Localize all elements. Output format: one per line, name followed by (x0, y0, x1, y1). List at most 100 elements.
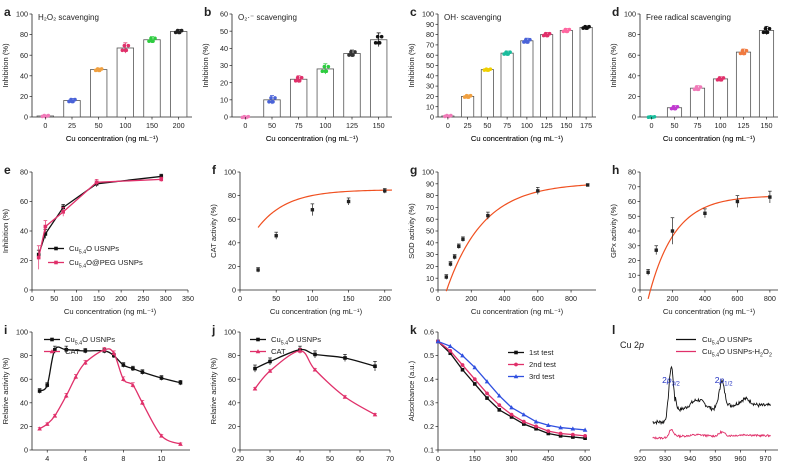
x-tick-label: 800 (565, 294, 577, 303)
legend-label: CAT (271, 347, 286, 356)
x-tick-label: 10 (157, 454, 165, 463)
data-point (485, 396, 489, 400)
data-point (121, 376, 126, 381)
data-point (768, 195, 772, 199)
data-point (646, 270, 650, 274)
y-tick-label: 20 (426, 262, 434, 271)
label-part: Cu (702, 347, 712, 356)
x-tick-label: 60 (356, 454, 364, 463)
data-point (514, 362, 518, 367)
data-point (740, 48, 745, 53)
data-point (372, 412, 378, 417)
data-point (320, 69, 325, 74)
x-tick-label: 400 (699, 294, 711, 303)
data-point (43, 224, 48, 229)
legend-label: Cu5.4O USNPs (271, 335, 321, 347)
data-point (326, 64, 331, 69)
label-part: 2 (634, 340, 639, 350)
y-tick-label: 60 (228, 375, 236, 384)
y-tick-label: 0 (430, 113, 434, 122)
data-point (672, 106, 677, 111)
x-axis-title: Cu concentration (ng mL⁻¹) (663, 134, 756, 143)
data-point (484, 379, 490, 384)
data-point (533, 419, 539, 424)
series-line (254, 348, 376, 370)
x-axis-title: Cu concentration (ng mL⁻¹) (66, 134, 159, 143)
data-point (472, 377, 477, 382)
legend-label: Cu5.4O USNPs (65, 335, 115, 347)
x-tick-label: 0 (43, 121, 47, 130)
label-part: 5.4 (712, 353, 719, 359)
label-part: O USNPs-H (719, 347, 760, 356)
y-tick-label: 100 (422, 168, 434, 177)
y-axis-title: SOD activity (%) (407, 203, 416, 259)
y-tick-label: 90 (426, 20, 434, 29)
data-point (131, 366, 135, 371)
x-tick-label: 600 (579, 454, 591, 463)
data-point (544, 33, 549, 38)
y-tick-label: 60 (426, 215, 434, 224)
label-part: CAT (65, 347, 80, 356)
peak-label: 2p3/2 (662, 375, 680, 388)
y-tick-label: 100 (224, 168, 236, 177)
data-point (54, 260, 58, 265)
y-tick-label: 70 (426, 41, 434, 50)
x-tick-label: 350 (182, 294, 194, 303)
data-point (295, 75, 300, 80)
data-point (267, 368, 273, 373)
data-point (126, 43, 131, 48)
data-point (468, 93, 473, 98)
y-tick-label: 40 (20, 398, 28, 407)
y-tick-label: 0.4 (424, 375, 434, 384)
x-tick-label: 400 (499, 294, 511, 303)
data-point (323, 69, 328, 74)
data-point (375, 34, 380, 39)
y-tick-label: 0 (232, 286, 236, 295)
bar (461, 96, 475, 118)
x-tick-label: 50 (671, 121, 679, 130)
panel-label: g (410, 163, 417, 177)
y-tick-label: 70 (628, 182, 636, 191)
peak-label: 2p1/2 (715, 375, 733, 388)
y-tick-label: 60 (220, 10, 228, 19)
x-tick-label: 100 (71, 294, 83, 303)
y-tick-label: 60 (20, 197, 28, 206)
data-point (299, 75, 304, 80)
data-point (509, 415, 514, 419)
y-tick-label: 30 (220, 61, 228, 70)
data-point (63, 393, 69, 398)
data-point (509, 405, 514, 410)
x-tick-label: 125 (346, 121, 358, 130)
x-tick-label: 250 (137, 294, 149, 303)
data-point (346, 199, 351, 204)
data-point (122, 43, 127, 48)
data-point (83, 360, 88, 365)
x-tick-label: 930 (659, 454, 671, 463)
data-point (149, 36, 153, 41)
data-point (654, 248, 658, 252)
x-tick-label: 6 (83, 454, 87, 463)
y-axis-title: GPx activity (%) (609, 204, 618, 258)
bar (169, 31, 188, 118)
y-tick-label: 60 (20, 375, 28, 384)
chart-title: Free radical scavenging (646, 13, 731, 22)
x-tick-label: 25 (68, 121, 76, 130)
data-point (52, 413, 58, 418)
y-tick-label: 20 (426, 92, 434, 101)
x-tick-label: 450 (542, 454, 554, 463)
bar (90, 69, 108, 118)
data-point (313, 352, 317, 357)
data-point (293, 78, 298, 83)
panel-b: 0 10 20 30 40 50 60 Inhibition (%) Cu concentrat… (201, 5, 392, 143)
x-tick-label: 150 (469, 454, 481, 463)
x-tick-label: 300 (160, 294, 172, 303)
data-point (514, 350, 518, 355)
data-point (178, 380, 183, 385)
bar (343, 53, 361, 118)
x-tick-label: 200 (115, 294, 127, 303)
y-tick-label: 100 (224, 328, 236, 337)
data-point (159, 177, 164, 182)
data-point (99, 67, 104, 71)
data-point (447, 343, 453, 348)
